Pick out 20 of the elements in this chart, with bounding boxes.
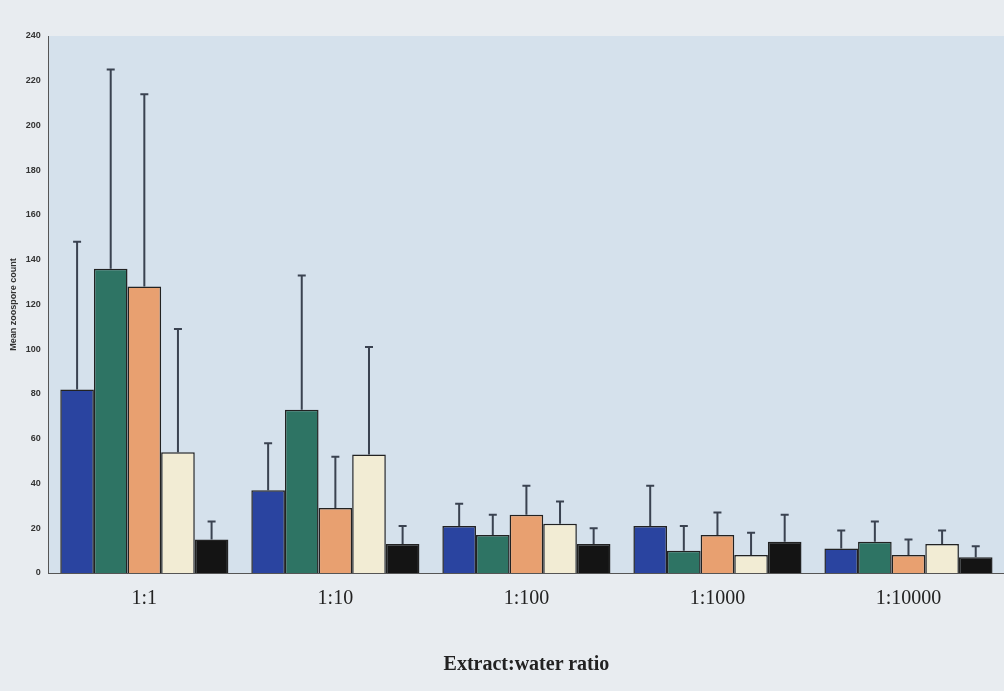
y-tick-label: 160 bbox=[25, 209, 41, 220]
y-tick-label: 0 bbox=[35, 567, 41, 578]
y-tick-label: 100 bbox=[25, 343, 41, 354]
y-tick-label: 240 bbox=[25, 30, 41, 41]
y-tick-label: 120 bbox=[25, 298, 41, 309]
y-tick-label: 220 bbox=[25, 75, 41, 86]
y-tick-label: 180 bbox=[25, 164, 41, 175]
y-tick-label: 200 bbox=[25, 119, 41, 130]
x-tick-label: 1:10 bbox=[317, 586, 354, 609]
x-axis-title: Extract:water ratio bbox=[443, 652, 610, 675]
x-tick-label: 1:1 bbox=[131, 586, 158, 609]
y-tick-label: 40 bbox=[30, 477, 41, 488]
x-tick-label: 1:1000 bbox=[689, 586, 746, 609]
y-tick-label: 80 bbox=[30, 388, 41, 399]
y-tick-label: 140 bbox=[25, 254, 41, 265]
y-axis-title: Mean zoospore count bbox=[7, 258, 18, 351]
x-tick-label: 1:10000 bbox=[875, 586, 942, 609]
y-tick-label: 20 bbox=[30, 522, 41, 533]
x-tick-label: 1:100 bbox=[503, 586, 550, 609]
y-tick-label: 60 bbox=[30, 433, 41, 444]
